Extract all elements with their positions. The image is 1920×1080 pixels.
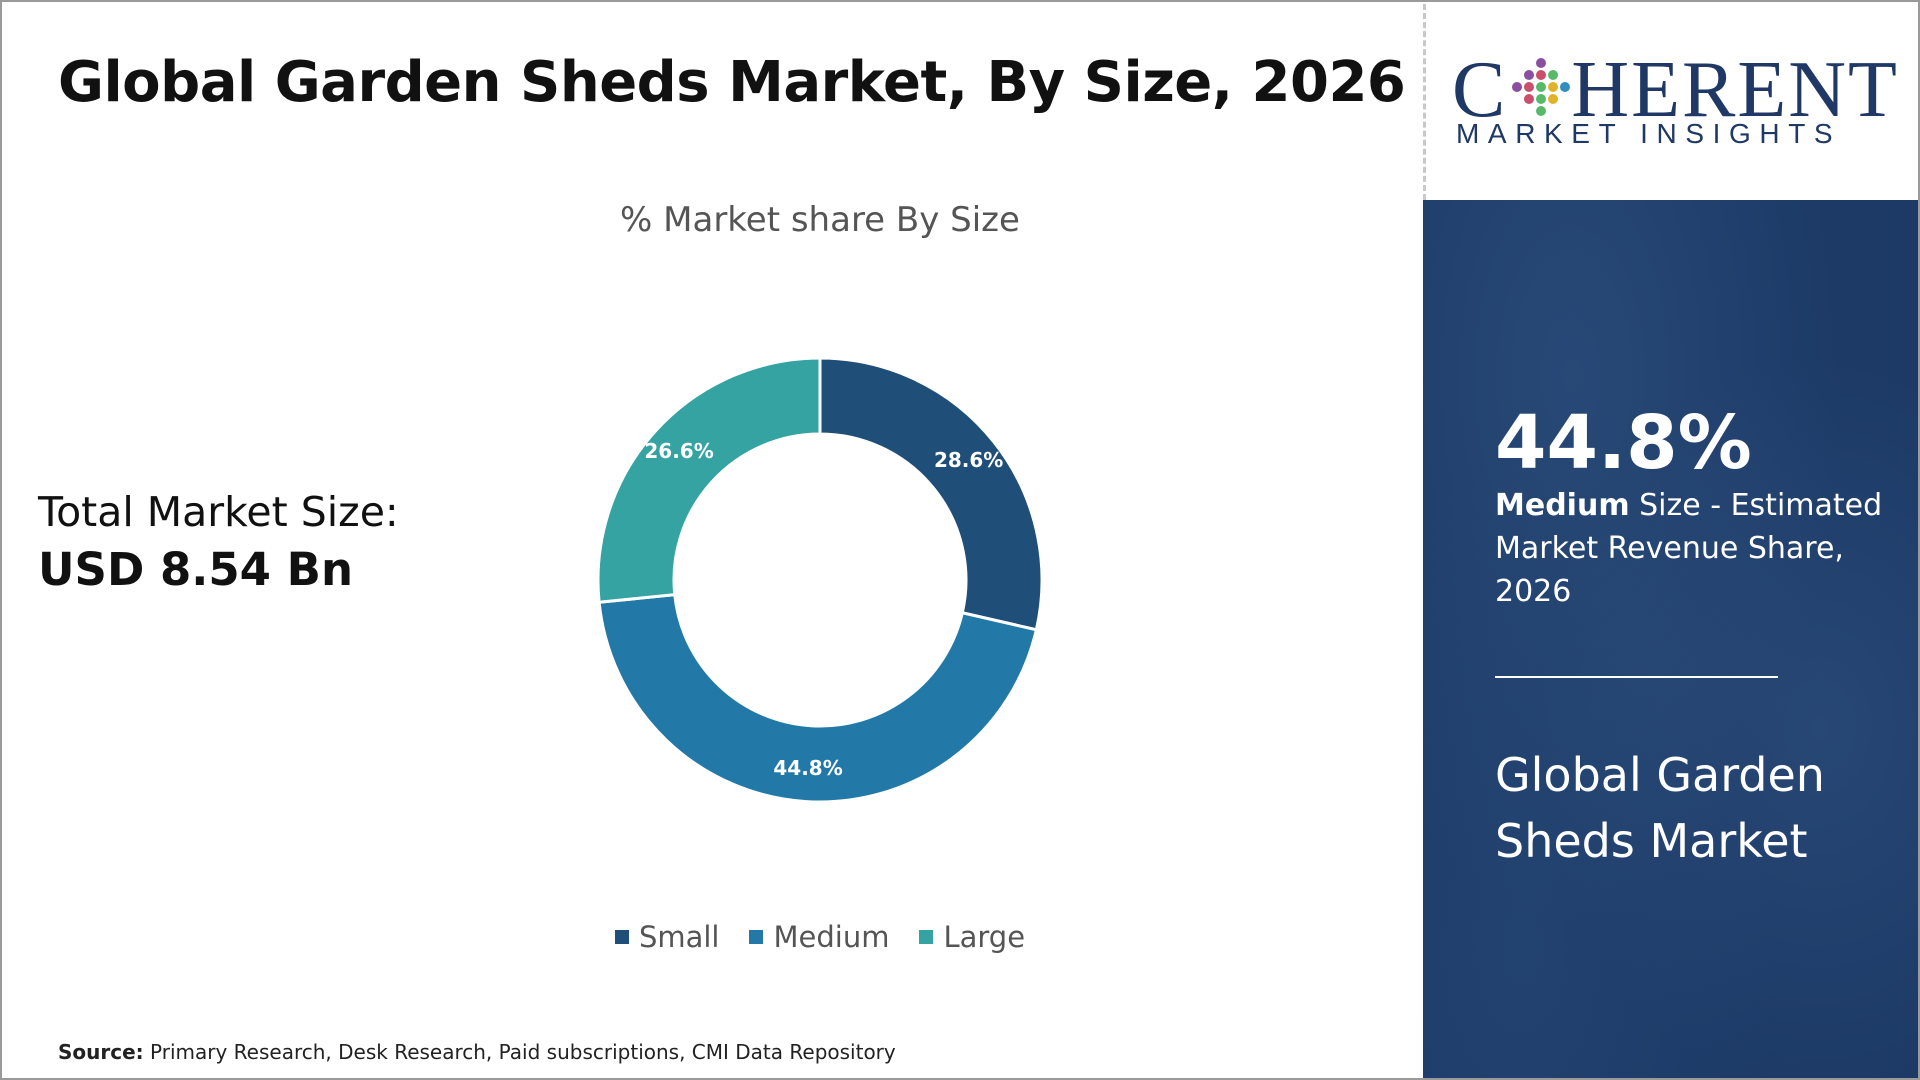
source-note: Source: Primary Research, Desk Research,… [58,1040,896,1064]
logo-dot [1548,82,1558,92]
highlight-text: Size - Estimated Market Revenue Share, 2… [1495,488,1883,609]
legend-item-small: Small [614,920,720,954]
logo-dot [1536,82,1546,92]
legend-swatch [749,930,764,944]
highlight-description: Medium Size - Estimated Market Revenue S… [1495,484,1895,613]
highlight-segment: Medium [1495,488,1630,523]
donut-slice-small [818,356,1044,632]
total-market-size-value: USD 8.54 Bn [38,543,353,596]
chart-legend: Small Medium Large [0,920,1640,954]
donut-slice-large [596,356,822,604]
donut-chart: 28.6% 44.8% 26.6% [596,356,1044,804]
donut-label-large: 26.6% [644,439,713,463]
legend-swatch [919,930,934,944]
highlight-value: 44.8% [1495,400,1752,486]
total-market-size-label: Total Market Size: [38,488,399,536]
legend-swatch [614,930,629,944]
logo-dot [1548,70,1558,80]
company-logo: C HERENT MARKET INSIGHTS [1452,50,1897,150]
panel-divider [1495,676,1778,678]
legend-label: Large [943,920,1026,954]
logo-subtitle: MARKET INSIGHTS [1456,118,1842,149]
total-market-size: Total Market Size: USD 8.54 Bn [38,484,399,600]
donut-label-small: 28.6% [934,448,1003,472]
legend-item-large: Large [919,920,1025,954]
page-title: Global Garden Sheds Market, By Size, 202… [58,50,1406,115]
logo-dot [1512,82,1522,92]
logo-letter-c: C [1452,46,1508,134]
logo-dot [1524,82,1534,92]
logo-dot [1560,82,1570,92]
logo-wordmark: C HERENT [1452,50,1899,130]
logo-dots-icon [1512,58,1570,116]
legend-label: Medium [773,920,890,954]
highlight-panel: 44.8% Medium Size - Estimated Market Rev… [1423,200,1918,1078]
logo-dot [1536,94,1546,104]
logo-dot [1536,106,1546,116]
logo-dot [1536,70,1546,80]
panel-market-name: Global Garden Sheds Market [1495,748,1825,868]
chart-title: % Market share By Size [620,200,1020,240]
logo-letters-herent: HERENT [1571,46,1899,134]
donut-slice-medium [597,593,1039,804]
legend-label: Small [638,920,720,954]
logo-dot [1536,58,1546,68]
donut-label-medium: 44.8% [773,756,842,780]
source-label: Source: [58,1040,144,1064]
legend-item-medium: Medium [749,920,889,954]
logo-dot [1548,94,1558,104]
source-text: Primary Research, Desk Research, Paid su… [143,1040,896,1064]
logo-dot [1524,94,1534,104]
logo-dot [1524,70,1534,80]
header-divider [1423,4,1426,200]
